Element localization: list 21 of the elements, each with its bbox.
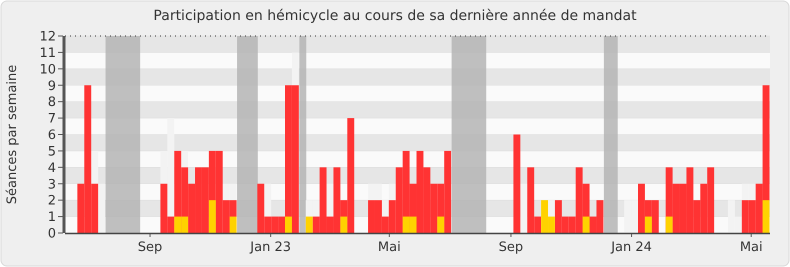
y-tick-label: 6 (48, 128, 56, 144)
x-tick-label: Jan 23 (249, 240, 292, 255)
y-tick-label: 4 (48, 160, 56, 176)
x-tick-label: Sep (138, 240, 162, 255)
y-tick-label: 9 (48, 78, 56, 94)
chart-title: Participation en hémicycle au cours de sa dernière année de mandat (153, 8, 638, 24)
y-tick-label: 7 (48, 112, 56, 127)
y-tick-label: 8 (48, 95, 56, 110)
y-tick-label: 2 (48, 194, 56, 209)
y-axis-title: Séances par semaine (5, 64, 20, 204)
y-tick-label: 3 (48, 177, 56, 192)
y-tick-label: 1 (48, 210, 56, 226)
x-tick-label: Mai (740, 240, 763, 255)
x-tick-label: Mai (378, 240, 401, 255)
y-tick-label: 11 (39, 46, 56, 61)
x-tick-label: Jan 24 (610, 240, 652, 255)
y-tick-label: 0 (48, 226, 56, 242)
y-tick-label: 5 (48, 144, 56, 160)
y-tick-label: 10 (39, 62, 56, 78)
x-tick-label: Sep (498, 240, 524, 255)
y-tick-label: 12 (39, 30, 56, 45)
